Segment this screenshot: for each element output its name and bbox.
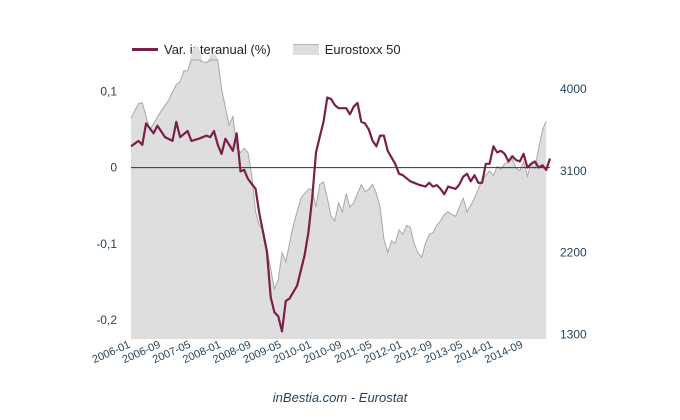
- y-left-tick-label: -0,1: [96, 237, 117, 251]
- var-interanual-line: [130, 96, 552, 333]
- eurostoxx-line: [130, 59, 547, 291]
- y-right-tick-label: 1300: [560, 327, 587, 341]
- eurostoxx-area: [131, 45, 547, 339]
- y-right-tick-label: 4000: [560, 82, 587, 96]
- legend-label: Var. interanual (%): [164, 42, 271, 57]
- legend-label: Eurostoxx 50: [324, 42, 401, 57]
- legend: Var. interanual (%) Eurostoxx 50: [132, 42, 423, 57]
- y-left-tick-label: 0: [110, 161, 117, 175]
- y-left-tick-label: 0,1: [100, 84, 117, 98]
- legend-item-var-interanual[interactable]: Var. interanual (%): [132, 42, 271, 57]
- y-right-tick-label: 2200: [560, 246, 587, 260]
- legend-swatch-area: [292, 44, 319, 55]
- legend-item-eurostoxx[interactable]: Eurostoxx 50: [292, 42, 401, 57]
- y-left-tick-label: -0,2: [96, 313, 117, 327]
- y-right-tick-label: 3100: [560, 164, 587, 178]
- source-caption: inBestia.com - Eurostat: [272, 390, 408, 405]
- legend-swatch-line: [132, 48, 158, 51]
